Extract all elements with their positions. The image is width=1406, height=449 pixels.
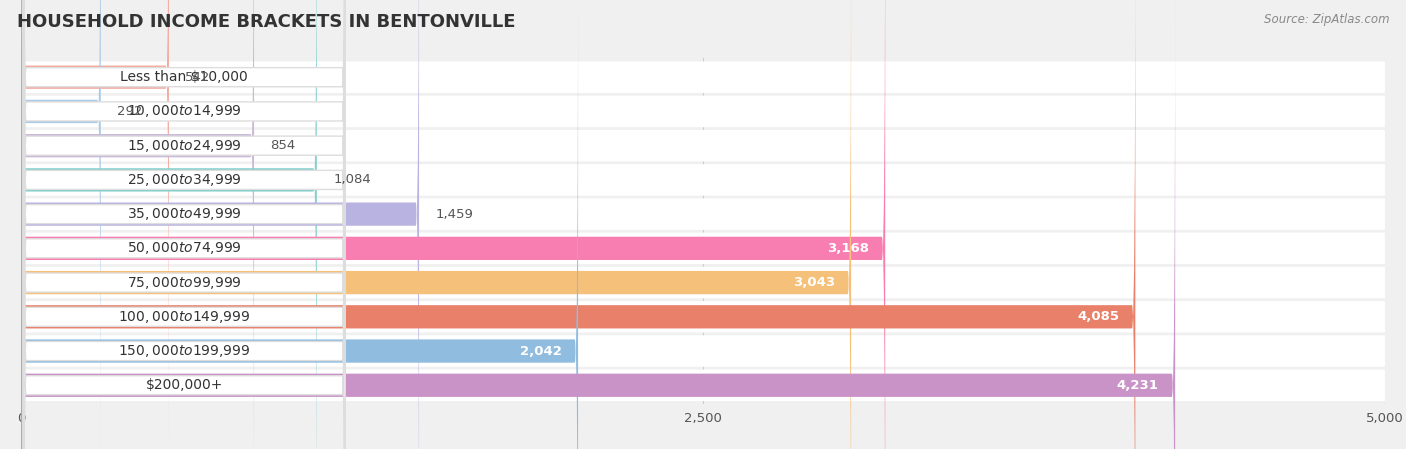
FancyBboxPatch shape	[21, 0, 169, 449]
FancyBboxPatch shape	[21, 370, 1385, 401]
Text: Source: ZipAtlas.com: Source: ZipAtlas.com	[1264, 13, 1389, 26]
FancyBboxPatch shape	[24, 0, 344, 449]
FancyBboxPatch shape	[21, 62, 1385, 93]
Text: $100,000 to $149,999: $100,000 to $149,999	[118, 309, 250, 325]
Text: $50,000 to $74,999: $50,000 to $74,999	[127, 240, 242, 256]
FancyBboxPatch shape	[21, 301, 1385, 333]
Text: $15,000 to $24,999: $15,000 to $24,999	[127, 138, 242, 154]
FancyBboxPatch shape	[21, 96, 1385, 127]
FancyBboxPatch shape	[21, 0, 851, 449]
Text: 4,231: 4,231	[1116, 379, 1159, 392]
FancyBboxPatch shape	[21, 267, 1385, 298]
FancyBboxPatch shape	[24, 0, 344, 449]
FancyBboxPatch shape	[21, 0, 1135, 449]
Text: 3,043: 3,043	[793, 276, 835, 289]
FancyBboxPatch shape	[21, 0, 886, 449]
Text: 2,042: 2,042	[520, 344, 562, 357]
Text: 1,084: 1,084	[333, 173, 371, 186]
FancyBboxPatch shape	[24, 0, 344, 449]
Text: HOUSEHOLD INCOME BRACKETS IN BENTONVILLE: HOUSEHOLD INCOME BRACKETS IN BENTONVILLE	[17, 13, 516, 31]
FancyBboxPatch shape	[21, 0, 101, 449]
FancyBboxPatch shape	[21, 164, 1385, 196]
FancyBboxPatch shape	[24, 0, 344, 410]
FancyBboxPatch shape	[21, 0, 419, 449]
FancyBboxPatch shape	[21, 233, 1385, 264]
FancyBboxPatch shape	[21, 198, 1385, 230]
FancyBboxPatch shape	[24, 53, 344, 449]
Text: $75,000 to $99,999: $75,000 to $99,999	[127, 275, 242, 291]
Text: 542: 542	[186, 70, 211, 84]
Text: $150,000 to $199,999: $150,000 to $199,999	[118, 343, 250, 359]
FancyBboxPatch shape	[21, 0, 316, 449]
Text: $200,000+: $200,000+	[145, 378, 224, 392]
Text: 292: 292	[117, 105, 142, 118]
FancyBboxPatch shape	[21, 130, 1385, 161]
Text: $35,000 to $49,999: $35,000 to $49,999	[127, 206, 242, 222]
FancyBboxPatch shape	[21, 0, 254, 449]
FancyBboxPatch shape	[21, 0, 578, 449]
FancyBboxPatch shape	[21, 0, 1175, 449]
Text: 854: 854	[270, 139, 295, 152]
FancyBboxPatch shape	[24, 0, 344, 449]
Text: Less than $10,000: Less than $10,000	[121, 70, 247, 84]
Text: 3,168: 3,168	[827, 242, 869, 255]
Text: $10,000 to $14,999: $10,000 to $14,999	[127, 103, 242, 119]
FancyBboxPatch shape	[24, 18, 344, 449]
FancyBboxPatch shape	[21, 335, 1385, 367]
Text: 4,085: 4,085	[1077, 310, 1119, 323]
FancyBboxPatch shape	[24, 0, 344, 449]
Text: $25,000 to $34,999: $25,000 to $34,999	[127, 172, 242, 188]
FancyBboxPatch shape	[24, 0, 344, 449]
Text: 1,459: 1,459	[436, 207, 474, 220]
FancyBboxPatch shape	[24, 0, 344, 444]
